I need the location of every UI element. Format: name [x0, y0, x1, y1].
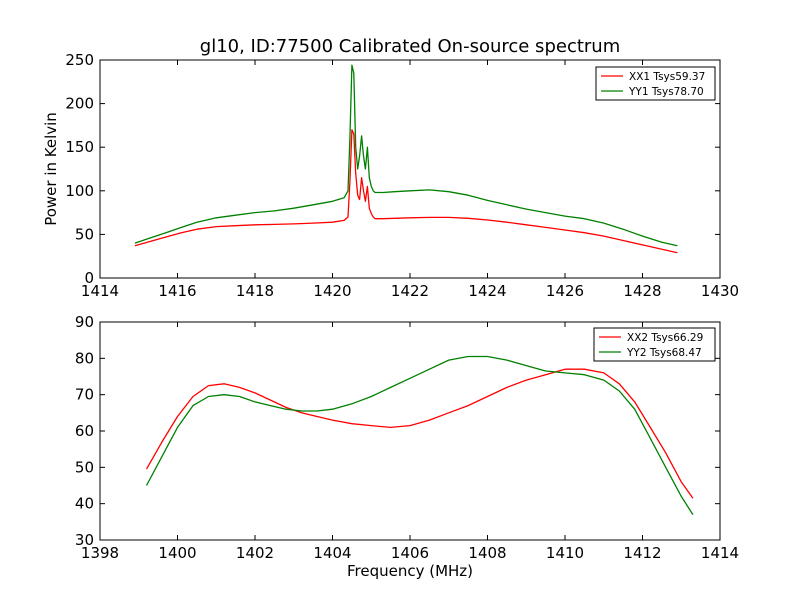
x-tick-label: 1420 [313, 282, 351, 300]
legend-entry-label: YY1 Tsys78.70 [628, 86, 704, 98]
x-tick-label: 1424 [468, 282, 506, 300]
x-tick-label: 1410 [546, 544, 584, 562]
y-tick-label: 250 [65, 51, 94, 69]
legend-box [595, 66, 716, 101]
top-subplot: 1414 1416 1418 1420 1422 1424 1426 1428 1430 0 50 1… [42, 51, 739, 300]
x-tick-label: 1398 [81, 544, 119, 562]
series-line-yy2 [145, 355, 694, 515]
legend: XX1 Tsys59.37 YY1 Tsys78.70 [595, 66, 716, 101]
y-tick-label: 30 [75, 531, 94, 549]
y-tick-label: 90 [75, 313, 94, 331]
series-line-yy1 [134, 64, 678, 247]
y-tick-label: 50 [75, 458, 94, 476]
y-tick-label: 60 [75, 422, 94, 440]
bottom-subplot: 1398 1400 1402 1404 1406 1408 1410 1412 1414 30 40… [75, 313, 739, 580]
x-axis-label: Frequency (MHz) [347, 562, 473, 580]
x-tick-label: 1430 [701, 282, 739, 300]
legend-entry-label: XX2 Tsys66.29 [627, 332, 703, 344]
series-line-xx2 [145, 368, 694, 499]
series-line-xx1 [134, 129, 678, 254]
x-tick-label: 1428 [623, 282, 661, 300]
x-tick-label: 1408 [468, 544, 506, 562]
y-tick-label: 70 [75, 386, 94, 404]
x-tick-label: 1400 [158, 544, 196, 562]
y-tick-label: 100 [65, 182, 94, 200]
x-tick-label: 1414 [81, 282, 119, 300]
y-axis-label: Power in Kelvin [42, 112, 60, 226]
y-tick-label: 200 [65, 95, 94, 113]
x-tick-label: 1404 [313, 544, 351, 562]
x-tick-label: 1416 [158, 282, 196, 300]
y-tick-label: 80 [75, 349, 94, 367]
x-tick-label: 1406 [391, 544, 429, 562]
y-tick-label: 0 [84, 269, 94, 287]
legend-entry-label: XX1 Tsys59.37 [629, 71, 705, 83]
x-tick-label: 1422 [391, 282, 429, 300]
legend: XX2 Tsys66.29 YY2 Tsys68.47 [593, 327, 716, 362]
y-tick-label: 50 [75, 225, 94, 243]
x-tick-label: 1414 [701, 544, 739, 562]
x-tick-label: 1412 [623, 544, 661, 562]
legend-box [593, 327, 716, 362]
x-tick-label: 1426 [546, 282, 584, 300]
legend-entry-label: YY2 Tsys68.47 [626, 347, 702, 359]
x-tick-label: 1402 [236, 544, 274, 562]
figure-title: gl10, ID:77500 Calibrated On-source spec… [200, 36, 620, 57]
y-tick-label: 40 [75, 495, 94, 513]
y-tick-label: 150 [65, 138, 94, 156]
x-tick-label: 1418 [236, 282, 274, 300]
